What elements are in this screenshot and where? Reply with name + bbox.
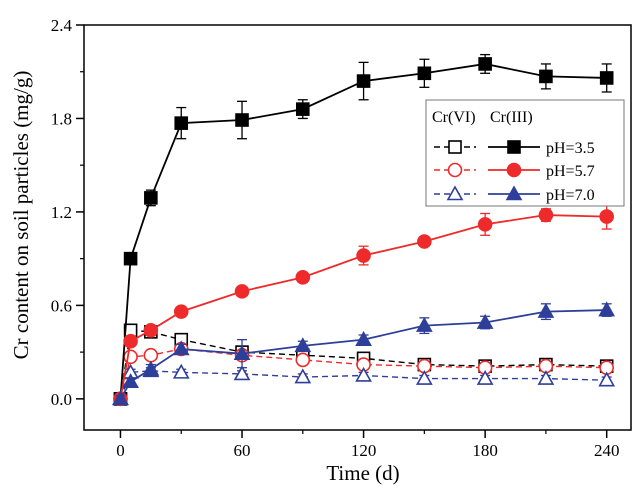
series-layer: [112, 53, 616, 407]
series-criii-pH57: [113, 203, 614, 407]
data-point: [142, 360, 160, 376]
data-point: [294, 337, 312, 353]
data-point: [173, 304, 189, 319]
data-point: [143, 323, 159, 338]
legend-label: pH=7.0: [546, 187, 595, 204]
data-point: [295, 102, 310, 116]
y-axis-label: Cr content on soil particles (mg/g): [9, 71, 33, 360]
data-point: [235, 113, 249, 127]
data-point: [233, 345, 251, 360]
axes: 0 60 120 180 240 0.0 0.6 1.2 1.8 2.4: [51, 16, 632, 460]
series-crvi-pH70: [112, 362, 616, 406]
data-point: [123, 251, 138, 266]
data-point: [174, 116, 189, 130]
data-point: [234, 284, 250, 299]
data-point: [476, 369, 494, 385]
legend-label: pH=5.7: [546, 163, 595, 180]
data-point: [537, 369, 555, 385]
data-point: [144, 191, 158, 205]
data-point: [598, 371, 616, 387]
data-point: [537, 302, 555, 318]
plot-frame: [83, 24, 632, 431]
series-criii-pH70: [112, 301, 616, 406]
legend-header-cr-iii: Cr(III): [490, 109, 533, 126]
data-point: [477, 217, 493, 232]
data-point: [294, 368, 312, 384]
data-point: [598, 301, 616, 317]
y-tick-label: 2.4: [51, 16, 73, 35]
legend-header-cr-vi: Cr(VI): [432, 109, 476, 126]
x-tick-label: 180: [472, 441, 498, 460]
legend-marker-cr-vi: [448, 140, 462, 154]
data-point: [295, 352, 311, 368]
legend-label: pH=3.5: [546, 140, 595, 157]
legend-marker-cr-vi: [446, 185, 464, 201]
data-point: [415, 316, 433, 332]
data-point: [123, 333, 138, 349]
data-point: [355, 366, 372, 382]
y-tick-label: 1.2: [51, 203, 72, 222]
data-point: [172, 340, 190, 356]
data-point: [539, 69, 553, 84]
data-point: [356, 74, 371, 88]
data-point: [356, 248, 371, 263]
data-point: [112, 390, 129, 406]
data-point: [355, 331, 372, 346]
data-point: [417, 234, 432, 249]
data-point: [123, 349, 138, 365]
x-tick-label: 240: [594, 441, 620, 460]
legend-marker-cr-iii: [505, 185, 523, 201]
data-point: [476, 313, 494, 329]
x-tick-label: 0: [116, 441, 125, 460]
legend: Cr(VI) Cr(III) pH=3.5 pH=5.7 pH=7.0: [425, 99, 625, 207]
data-point: [599, 209, 614, 224]
data-point: [415, 369, 433, 385]
data-point: [478, 57, 492, 71]
y-tick-label: 0.6: [51, 296, 72, 315]
data-point: [233, 365, 251, 381]
y-tick-label: 0.0: [51, 390, 72, 409]
data-point: [172, 363, 190, 379]
data-point: [295, 270, 311, 285]
y-tick-label: 1.8: [51, 109, 72, 128]
data-point: [538, 207, 554, 223]
legend-marker-cr-vi: [447, 162, 463, 178]
data-point: [122, 373, 139, 389]
x-tick-label: 120: [351, 441, 377, 460]
legend-marker-cr-iii: [506, 162, 522, 178]
x-axis-label: Time (d): [326, 461, 399, 485]
x-tick-label: 60: [234, 441, 251, 460]
data-point: [143, 347, 159, 363]
series-criii-pH35: [113, 53, 614, 406]
legend-marker-cr-iii: [507, 140, 521, 154]
data-point: [599, 71, 614, 85]
data-point: [417, 66, 432, 81]
